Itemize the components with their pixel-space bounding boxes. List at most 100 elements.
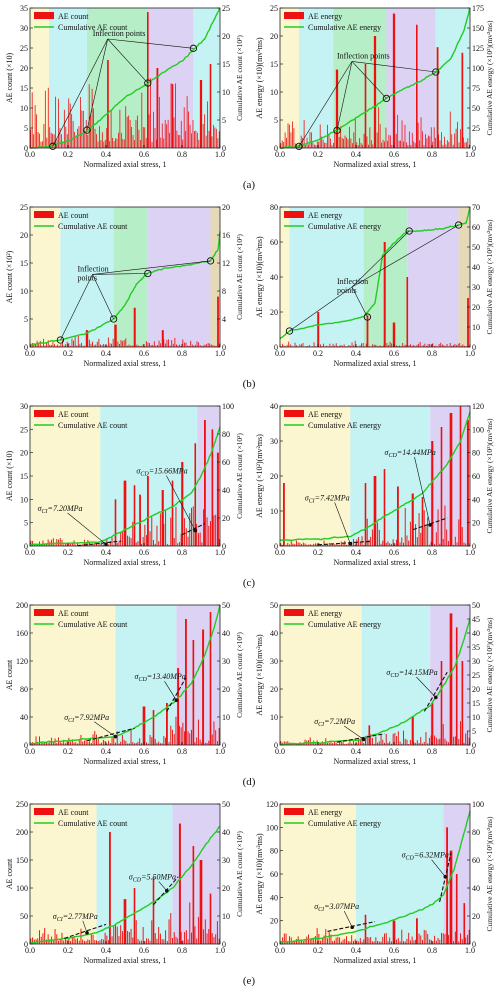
annotation-arrow — [351, 224, 459, 288]
bar — [359, 138, 361, 148]
bar — [286, 138, 287, 148]
bar — [403, 345, 405, 347]
bar — [217, 138, 219, 148]
x-axis-label: Normalized axial stress, 1 — [83, 757, 166, 766]
chart-d-right: 0.0 0.2 0.4 0.6 0.8 1.00102030405005101520253… — [255, 601, 494, 766]
bar — [183, 107, 185, 148]
y-tick-label: 20 — [20, 231, 28, 240]
bar — [280, 543, 282, 546]
bar — [376, 132, 378, 148]
bar — [311, 742, 313, 745]
bar — [218, 131, 220, 148]
bar — [456, 542, 458, 546]
bar — [85, 738, 87, 745]
legend-label: Cumulative AE energy — [308, 23, 381, 32]
y-tick-label: 25 — [20, 203, 28, 212]
bar — [465, 543, 467, 546]
bar — [169, 132, 170, 148]
y2-tick-label: 10 — [222, 912, 230, 921]
plot-frame — [29, 803, 221, 945]
bar — [304, 543, 306, 546]
bar — [378, 741, 380, 745]
bar — [63, 109, 65, 148]
chart-b-right: 0.0 0.2 0.4 0.6 0.8 1.00204060800102030405060… — [255, 203, 494, 368]
bar — [104, 344, 106, 347]
bar — [349, 941, 351, 944]
bar — [338, 345, 340, 347]
bar — [109, 541, 111, 546]
bar — [363, 743, 365, 745]
bar — [289, 936, 290, 944]
bar — [121, 735, 123, 745]
callout-leader — [94, 721, 116, 737]
bar — [69, 345, 71, 347]
bar — [354, 117, 356, 148]
bar — [377, 941, 379, 944]
bar — [40, 936, 42, 944]
bar — [139, 940, 141, 944]
x-tick-label: 1.0 — [465, 548, 475, 557]
bar — [307, 346, 309, 347]
bar — [125, 740, 127, 745]
bar — [406, 938, 408, 944]
x-tick-label: 0.2 — [313, 349, 323, 358]
bar — [280, 143, 282, 148]
bar — [435, 345, 437, 347]
bar — [115, 925, 116, 944]
bar — [211, 734, 213, 745]
y-tick-label: 150 — [16, 856, 28, 865]
callout-leader — [431, 859, 446, 877]
bar — [208, 740, 210, 745]
bar — [375, 344, 377, 347]
bar — [178, 541, 180, 546]
x-tick-label: 0.0 — [25, 349, 35, 358]
bar — [40, 141, 42, 148]
bar — [204, 919, 206, 944]
bar — [352, 740, 354, 745]
bar — [381, 142, 382, 148]
bar — [337, 544, 339, 546]
y2-tick-label: 100 — [472, 64, 484, 73]
bar — [214, 127, 216, 148]
bar — [458, 941, 460, 944]
bar — [370, 734, 372, 745]
y-tick-label: 30 — [20, 24, 28, 33]
bar — [140, 543, 142, 546]
y-axis-label: AE count (×10) — [5, 53, 14, 104]
bar — [453, 544, 455, 546]
bar — [184, 932, 186, 944]
bar — [96, 940, 97, 944]
bar — [201, 742, 203, 745]
bar — [451, 345, 453, 347]
bar — [285, 741, 287, 745]
y2-tick-label: 20 — [222, 203, 230, 212]
bar — [154, 128, 156, 148]
bar — [149, 343, 150, 347]
bar — [389, 741, 391, 745]
bar — [294, 744, 296, 745]
legend-label: Cumulative AE energy — [308, 421, 381, 430]
bar — [365, 343, 367, 347]
bar — [104, 740, 106, 745]
y-tick-label: 10 — [20, 287, 28, 296]
stress-callout-1: σCD=5.50MPa — [129, 873, 176, 884]
zone-1 — [350, 406, 431, 546]
x-tick-label: 0.2 — [63, 150, 73, 159]
bar — [203, 929, 205, 944]
bar — [99, 940, 101, 944]
annotation-label: Inflection — [337, 277, 368, 286]
callout-leader — [416, 676, 437, 698]
bar — [144, 706, 146, 745]
bar — [460, 721, 461, 745]
bar — [94, 128, 96, 148]
legend: AE count Cumulative AE count — [34, 609, 128, 629]
bar — [173, 117, 175, 148]
bar — [400, 346, 402, 347]
bar — [442, 724, 444, 745]
bar — [101, 345, 103, 347]
bar — [449, 111, 451, 148]
bar — [63, 544, 65, 546]
bar — [423, 741, 425, 745]
bar — [333, 544, 335, 546]
y2-tick-label: 0 — [222, 343, 226, 352]
